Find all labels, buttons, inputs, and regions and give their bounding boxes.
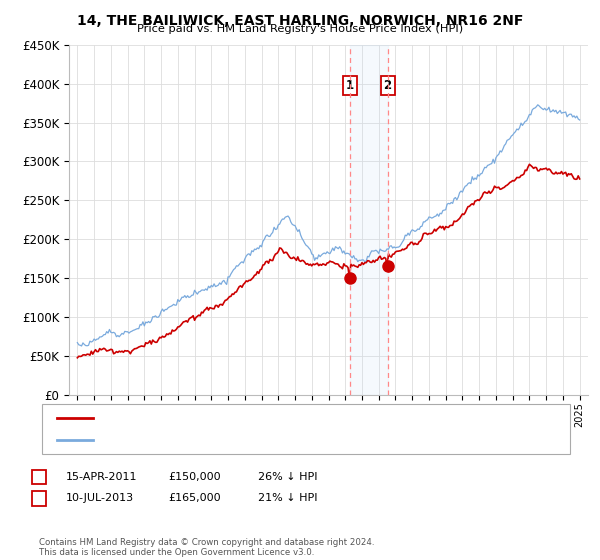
- Text: Price paid vs. HM Land Registry's House Price Index (HPI): Price paid vs. HM Land Registry's House …: [137, 24, 463, 34]
- Text: 26% ↓ HPI: 26% ↓ HPI: [258, 472, 317, 482]
- Text: 10-JUL-2013: 10-JUL-2013: [66, 493, 134, 503]
- Text: 2: 2: [35, 493, 43, 503]
- Text: £165,000: £165,000: [168, 493, 221, 503]
- Text: 14, THE BAILIWICK, EAST HARLING, NORWICH, NR16 2NF (detached house): 14, THE BAILIWICK, EAST HARLING, NORWICH…: [99, 413, 490, 423]
- Text: 14, THE BAILIWICK, EAST HARLING, NORWICH, NR16 2NF: 14, THE BAILIWICK, EAST HARLING, NORWICH…: [77, 14, 523, 28]
- Text: HPI: Average price, detached house, Breckland: HPI: Average price, detached house, Brec…: [99, 435, 344, 445]
- Bar: [350, 45, 388, 395]
- Text: 15-APR-2011: 15-APR-2011: [66, 472, 137, 482]
- Text: 1: 1: [35, 472, 43, 482]
- Text: Contains HM Land Registry data © Crown copyright and database right 2024.
This d: Contains HM Land Registry data © Crown c…: [39, 538, 374, 557]
- Text: £150,000: £150,000: [168, 472, 221, 482]
- Text: 21% ↓ HPI: 21% ↓ HPI: [258, 493, 317, 503]
- Text: 1: 1: [346, 78, 354, 91]
- Text: 2: 2: [383, 78, 392, 91]
